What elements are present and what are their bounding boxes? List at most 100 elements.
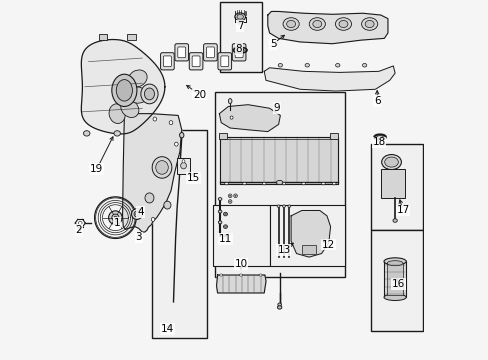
Ellipse shape [286,21,295,28]
Polygon shape [122,114,182,232]
Ellipse shape [219,274,223,276]
Polygon shape [216,275,265,293]
Ellipse shape [78,221,82,225]
Text: 4: 4 [137,207,143,217]
FancyBboxPatch shape [206,47,214,58]
Ellipse shape [228,99,231,104]
Polygon shape [81,40,164,134]
Ellipse shape [116,80,132,101]
Ellipse shape [151,217,155,221]
Text: 13: 13 [277,245,290,255]
Text: 1: 1 [114,218,120,228]
Ellipse shape [229,201,230,202]
Ellipse shape [163,201,171,209]
Bar [220,3,261,72]
Text: 20: 20 [193,90,206,100]
Ellipse shape [262,182,265,185]
Text: 15: 15 [186,173,200,183]
Ellipse shape [114,131,120,136]
Ellipse shape [134,211,140,217]
Ellipse shape [223,212,227,216]
Ellipse shape [305,63,309,67]
Ellipse shape [308,18,325,30]
Bar [370,230,422,330]
Bar [386,263,402,296]
Ellipse shape [312,21,321,28]
Ellipse shape [153,117,156,121]
Bar [213,205,269,266]
FancyBboxPatch shape [218,53,231,70]
Ellipse shape [332,182,335,185]
Ellipse shape [237,14,243,19]
FancyBboxPatch shape [221,56,228,67]
Ellipse shape [383,258,406,265]
Text: 3: 3 [135,232,142,242]
Polygon shape [290,211,330,257]
Ellipse shape [144,193,154,203]
Ellipse shape [383,294,406,301]
Ellipse shape [282,182,285,185]
Ellipse shape [131,209,142,220]
Ellipse shape [155,161,168,174]
Bar [383,261,406,297]
Bar [215,92,344,277]
Ellipse shape [365,21,373,28]
Ellipse shape [218,221,222,224]
Bar [99,34,107,40]
Ellipse shape [224,182,228,185]
FancyBboxPatch shape [163,56,171,67]
Ellipse shape [282,205,285,207]
Ellipse shape [218,198,222,201]
Ellipse shape [182,160,184,163]
Ellipse shape [234,195,236,197]
Ellipse shape [228,200,231,203]
Ellipse shape [108,211,122,225]
Ellipse shape [335,18,351,30]
Ellipse shape [127,87,147,103]
Ellipse shape [229,195,230,197]
Text: 5: 5 [269,39,276,49]
Ellipse shape [361,18,377,30]
Bar [380,169,405,198]
Ellipse shape [83,131,90,136]
Ellipse shape [218,210,222,213]
Ellipse shape [224,226,226,228]
Ellipse shape [112,74,137,107]
FancyBboxPatch shape [235,47,243,58]
Ellipse shape [180,162,186,169]
Text: 14: 14 [161,324,174,334]
Text: 18: 18 [371,138,385,147]
Text: 17: 17 [396,206,409,216]
Ellipse shape [141,84,158,104]
Ellipse shape [114,216,117,219]
Ellipse shape [301,182,305,185]
Ellipse shape [223,225,227,228]
Ellipse shape [335,63,339,67]
FancyBboxPatch shape [189,53,203,70]
Ellipse shape [321,182,325,185]
Text: 8: 8 [235,44,242,54]
Ellipse shape [152,157,171,178]
Ellipse shape [287,205,290,207]
Ellipse shape [277,303,281,306]
Ellipse shape [230,116,233,119]
Text: 10: 10 [234,259,247,269]
FancyBboxPatch shape [203,44,217,61]
FancyBboxPatch shape [175,44,188,61]
Ellipse shape [381,154,401,170]
Text: 11: 11 [219,234,232,244]
Bar [301,244,316,253]
Ellipse shape [276,180,282,185]
Ellipse shape [384,157,398,167]
Ellipse shape [277,306,281,309]
Ellipse shape [135,213,138,215]
Ellipse shape [233,194,237,198]
Ellipse shape [239,274,242,276]
FancyBboxPatch shape [160,53,174,70]
Text: 12: 12 [322,239,335,249]
Bar [218,134,227,139]
Polygon shape [264,66,394,91]
Ellipse shape [362,63,366,67]
Polygon shape [219,105,280,132]
Text: 16: 16 [391,279,405,289]
